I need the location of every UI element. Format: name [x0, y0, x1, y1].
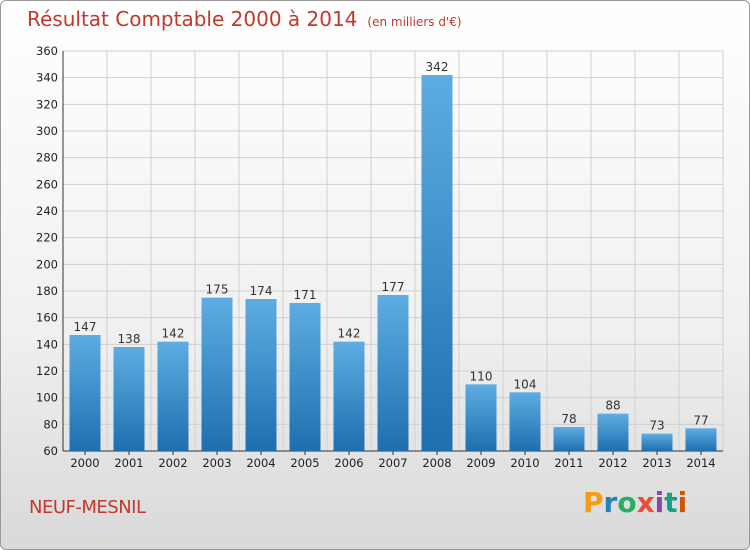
- logo-letter: P: [583, 486, 604, 519]
- data-label-2002: 142: [162, 327, 185, 341]
- y-tick-label: 300: [36, 124, 58, 138]
- data-label-2000: 147: [74, 320, 97, 334]
- y-tick-label: 260: [36, 177, 58, 191]
- y-tick-label: 320: [36, 97, 58, 111]
- title-text: Résultat Comptable 2000 à 2014: [27, 7, 358, 31]
- x-tick-label-2009: 2009: [466, 456, 495, 470]
- x-tick-label-2001: 2001: [114, 456, 143, 470]
- y-tick-label: 240: [36, 204, 58, 218]
- logo-letter: o: [617, 486, 637, 519]
- x-tick-label-2003: 2003: [202, 456, 231, 470]
- x-tick-label-2007: 2007: [378, 456, 407, 470]
- x-tick-label-2012: 2012: [598, 456, 627, 470]
- x-tick-label-2000: 2000: [70, 456, 99, 470]
- logo-letter: t: [664, 486, 678, 519]
- logo-letter: i: [677, 486, 688, 519]
- proxiti-logo[interactable]: Proxiti: [583, 486, 687, 519]
- bar-2004[interactable]: [245, 299, 277, 451]
- y-tick-label: 160: [36, 311, 58, 325]
- y-tick-label: 60: [43, 444, 58, 458]
- y-tick-label: 340: [36, 71, 58, 85]
- logo-letter: x: [636, 486, 655, 519]
- data-label-2007: 177: [382, 280, 405, 294]
- bar-2000[interactable]: [69, 335, 101, 451]
- x-tick-label-2011: 2011: [554, 456, 583, 470]
- bar-2013[interactable]: [641, 433, 673, 451]
- data-label-2006: 142: [338, 327, 361, 341]
- data-label-2001: 138: [118, 332, 141, 346]
- y-tick-label: 200: [36, 257, 58, 271]
- logo-letter: r: [603, 486, 618, 519]
- bar-layer: 147 138 142 175 174 171 142 177 342 110 104 78 88 73 7…: [69, 60, 717, 451]
- commune-name: NEUF-MESNIL: [29, 497, 146, 518]
- data-label-2008: 342: [426, 60, 449, 74]
- data-label-2004: 174: [250, 284, 273, 298]
- axis-layer: 60 80 100 120 140 160 180 200 220 240 260 280 300 320…: [36, 44, 723, 470]
- x-tick-label-2002: 2002: [158, 456, 187, 470]
- bar-2012[interactable]: [597, 413, 629, 451]
- data-label-2009: 110: [470, 369, 493, 383]
- bar-2009[interactable]: [465, 384, 497, 451]
- data-label-2013: 73: [649, 419, 664, 433]
- logo-letter: i: [654, 486, 665, 519]
- data-label-2010: 104: [514, 377, 537, 391]
- data-label-2011: 78: [561, 412, 576, 426]
- x-tick-label-2013: 2013: [642, 456, 671, 470]
- y-tick-label: 80: [43, 417, 58, 431]
- bar-2006[interactable]: [333, 341, 365, 451]
- x-tick-label-2008: 2008: [422, 456, 451, 470]
- bar-2005[interactable]: [289, 303, 321, 451]
- y-tick-label: 220: [36, 231, 58, 245]
- bar-2011[interactable]: [553, 427, 585, 451]
- data-label-2012: 88: [605, 399, 620, 413]
- y-tick-label: 360: [36, 44, 58, 58]
- x-tick-label-2006: 2006: [334, 456, 363, 470]
- data-label-2005: 171: [294, 288, 317, 302]
- x-tick-label-2014: 2014: [686, 456, 715, 470]
- bar-2014[interactable]: [685, 428, 717, 451]
- bar-2001[interactable]: [113, 347, 145, 451]
- bar-2003[interactable]: [201, 297, 233, 451]
- bar-2010[interactable]: [509, 392, 541, 451]
- data-label-2003: 175: [206, 283, 229, 297]
- bar-2008[interactable]: [421, 75, 453, 451]
- x-tick-label-2010: 2010: [510, 456, 539, 470]
- bar-2002[interactable]: [157, 341, 189, 451]
- bar-2007[interactable]: [377, 295, 409, 451]
- data-label-2014: 77: [693, 413, 708, 427]
- y-tick-label: 180: [36, 284, 58, 298]
- y-tick-label: 140: [36, 337, 58, 351]
- y-tick-label: 100: [36, 391, 58, 405]
- x-tick-label-2004: 2004: [246, 456, 275, 470]
- y-tick-label: 280: [36, 151, 58, 165]
- x-tick-label-2005: 2005: [290, 456, 319, 470]
- chart-subtitle: (en milliers d'€): [367, 15, 462, 29]
- chart-title: Résultat Comptable 2000 à 2014 (en millie…: [27, 7, 462, 31]
- y-tick-label: 120: [36, 364, 58, 378]
